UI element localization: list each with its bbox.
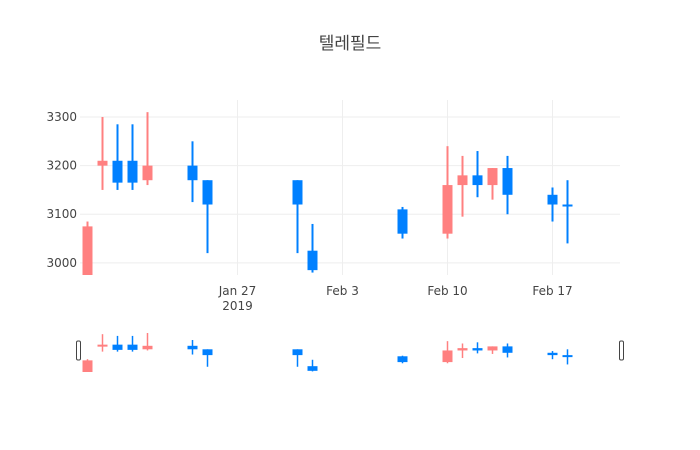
slider-candle: [202, 349, 213, 367]
candle-increasing[interactable]: [442, 146, 453, 239]
slider-candle-body: [442, 350, 453, 363]
candle-body: [292, 180, 303, 205]
candle-body: [142, 165, 153, 181]
candle-body: [487, 168, 498, 186]
slider-candle-body: [97, 344, 108, 347]
x-tick-label: Jan 27: [218, 284, 257, 298]
slider-candle-body: [292, 349, 303, 356]
slider-candle: [502, 343, 513, 358]
candle-decreasing[interactable]: [292, 180, 303, 254]
slider-candle: [472, 342, 483, 354]
candle-body: [562, 204, 573, 207]
candle-body: [442, 185, 453, 234]
slider-candle: [292, 349, 303, 367]
candle-decreasing[interactable]: [502, 155, 513, 215]
slider-candle-body: [487, 346, 498, 351]
slider-candle: [397, 355, 408, 364]
chart-title: 텔레필드: [319, 34, 382, 54]
x-tick-label: Feb 3: [326, 284, 359, 298]
slider-candle-body: [112, 344, 123, 350]
candle-increasing[interactable]: [97, 117, 108, 190]
grid-layer: [80, 100, 620, 275]
slider-candle: [562, 349, 573, 365]
range-slider-left-handle[interactable]: [76, 340, 81, 361]
slider-candle: [547, 351, 558, 360]
slider-candle-body: [307, 366, 318, 371]
slider-candle-body: [472, 348, 483, 351]
candle-body: [187, 165, 198, 181]
range-slider[interactable]: [76, 333, 624, 372]
candle-decreasing[interactable]: [472, 151, 483, 198]
candle-body: [97, 160, 108, 166]
slider-candle: [487, 346, 498, 354]
candle-decreasing[interactable]: [187, 141, 198, 203]
candle-body: [472, 175, 483, 186]
y-tick-label: 3200: [46, 159, 77, 173]
candle-body: [397, 209, 408, 234]
slider-candle-body: [142, 345, 153, 350]
candle-body: [202, 180, 213, 205]
y-tick-label: 3300: [46, 110, 77, 124]
candle-increasing[interactable]: [82, 221, 93, 275]
x-tick-label: Feb 17: [532, 284, 572, 298]
candle-body: [547, 194, 558, 205]
candle-decreasing[interactable]: [112, 124, 123, 190]
candle-body: [307, 250, 318, 271]
candle-decreasing[interactable]: [307, 223, 318, 273]
candle-increasing[interactable]: [142, 112, 153, 186]
slider-candle-body: [127, 344, 138, 350]
slider-candle: [112, 335, 123, 352]
candle-body: [127, 160, 138, 183]
slider-candle-body: [187, 345, 198, 350]
y-tick-label: 3100: [46, 207, 77, 221]
candle-body: [112, 160, 123, 183]
slider-candle-body: [82, 360, 93, 372]
slider-candle: [307, 359, 318, 372]
candle-decreasing[interactable]: [202, 180, 213, 254]
slider-candle: [97, 334, 108, 352]
slider-candle: [82, 359, 93, 372]
slider-candle: [127, 335, 138, 352]
candle-layer: [82, 112, 573, 275]
candle-increasing[interactable]: [487, 168, 498, 200]
candle-body: [457, 175, 468, 186]
slider-candle-body: [397, 356, 408, 363]
slider-candle-body: [202, 349, 213, 356]
slider-candle: [142, 333, 153, 351]
candle-decreasing[interactable]: [562, 180, 573, 244]
x-tick-year-label: 2019: [222, 299, 253, 313]
candle-decreasing[interactable]: [397, 206, 408, 239]
candle-body: [82, 226, 93, 275]
candle-decreasing[interactable]: [127, 124, 138, 190]
y-tick-label: 3000: [46, 256, 77, 270]
candle-decreasing[interactable]: [547, 187, 558, 222]
slider-candle-body: [457, 348, 468, 351]
slider-candle-body: [547, 352, 558, 356]
slider-candle-body: [502, 346, 513, 353]
slider-candle: [457, 343, 468, 359]
candle-increasing[interactable]: [457, 155, 468, 217]
candle-body: [502, 168, 513, 195]
slider-candle-body: [562, 355, 573, 358]
x-tick-label: Feb 10: [427, 284, 467, 298]
slider-candle: [187, 339, 198, 355]
slider-candle: [442, 341, 453, 364]
range-slider-right-handle[interactable]: [619, 340, 624, 361]
